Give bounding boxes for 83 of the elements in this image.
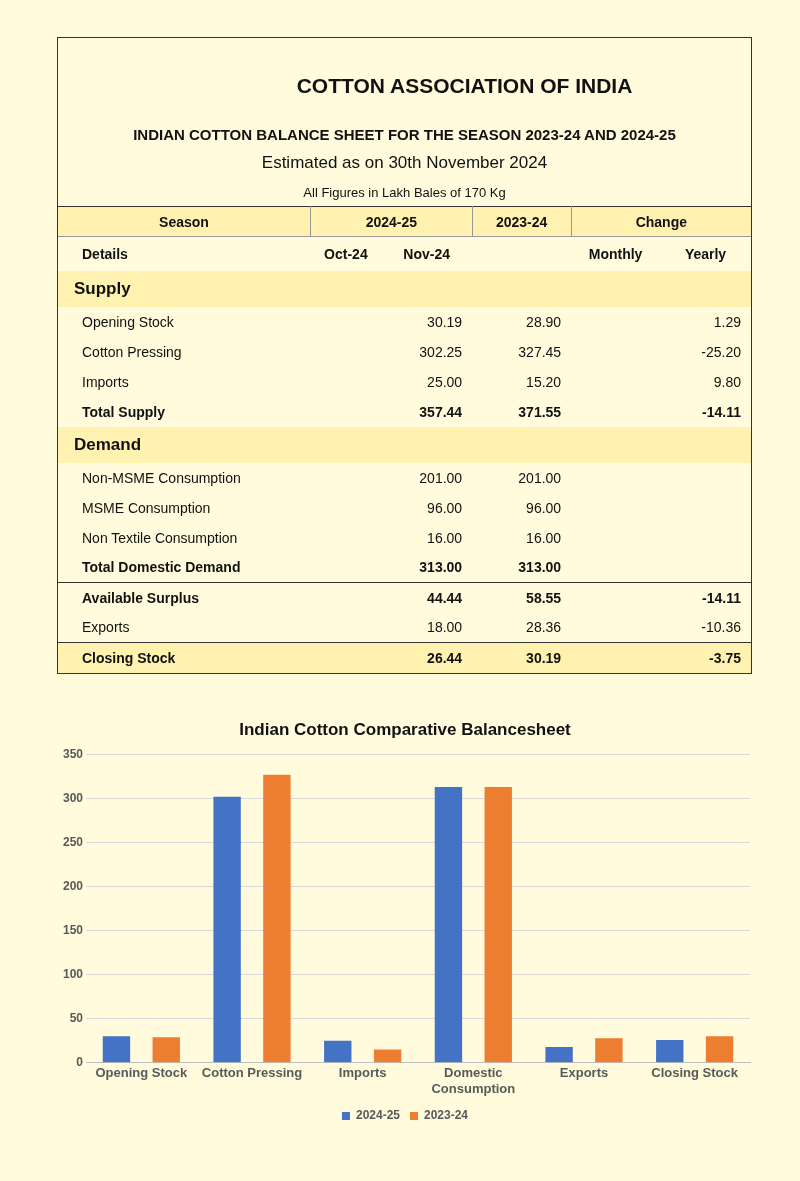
category-label: Oct-24 xyxy=(323,244,369,264)
category-label: Monthly xyxy=(587,244,644,264)
text: 1.29 xyxy=(713,313,741,330)
x-tick-label: Exports xyxy=(559,1065,609,1081)
category-label: Non Textile Consumption xyxy=(82,529,238,546)
x-tick-label: Closing Stock xyxy=(651,1065,739,1081)
bar xyxy=(373,1049,402,1063)
bar xyxy=(595,1038,623,1063)
bar xyxy=(152,1037,180,1063)
x-tick-label: Cotton Pressing xyxy=(201,1065,303,1081)
text: Details xyxy=(81,244,129,264)
bar xyxy=(102,1036,131,1063)
text: -10.36 xyxy=(701,619,741,636)
x-tick-label: Opening Stock xyxy=(95,1065,188,1081)
text: 96.00 xyxy=(526,499,562,516)
text: 9.80 xyxy=(713,373,741,390)
y-tick-label: 350 xyxy=(62,746,84,761)
x-tick-label: Imports xyxy=(338,1065,387,1081)
text: 201.00 xyxy=(419,469,463,486)
category-label: Nov-24 xyxy=(402,244,452,264)
text: 16.00 xyxy=(427,529,463,546)
bar xyxy=(434,787,463,1063)
bar xyxy=(324,1040,352,1063)
text: 96.00 xyxy=(427,499,463,516)
text: All Figures in Lakh Bales of 170 Kg xyxy=(302,185,507,200)
category-label: Cotton Pressing xyxy=(82,343,182,360)
text: 313.00 xyxy=(518,559,562,576)
bar xyxy=(213,796,241,1063)
text: -3.75 xyxy=(709,649,741,666)
category-label: Yearly xyxy=(683,244,728,264)
text: -14.11 xyxy=(702,403,741,420)
category-label: Exports xyxy=(82,619,130,636)
y-tick-label: 150 xyxy=(62,922,84,937)
category-label: Non-MSME Consumption xyxy=(82,469,241,486)
bar xyxy=(656,1039,684,1063)
category-label: Total Domestic Demand xyxy=(82,559,241,576)
text: 2023-24 xyxy=(472,206,572,237)
legend-label: 2023-24 xyxy=(424,1108,469,1123)
y-tick-label: 250 xyxy=(62,834,84,849)
bar xyxy=(705,1036,734,1063)
text: 44.44 xyxy=(427,589,463,606)
bar xyxy=(263,774,291,1063)
bar xyxy=(545,1046,573,1063)
text: 58.55 xyxy=(526,589,562,606)
category-label: MSME Consumption xyxy=(82,499,211,516)
category-label: Imports xyxy=(82,373,129,390)
x-tick-label: Domestic Consumption xyxy=(431,1065,516,1096)
text: 201.00 xyxy=(518,469,562,486)
y-tick-label: 300 xyxy=(62,790,84,805)
text: 18.00 xyxy=(427,619,463,636)
text: INDIAN COTTON BALANCE SHEET FOR THE SEASON 2023-24 AND 2024-25 xyxy=(132,126,677,143)
text: 26.44 xyxy=(427,649,463,666)
text: 28.36 xyxy=(526,619,562,636)
y-tick-label: 100 xyxy=(62,967,84,981)
category-label: Supply xyxy=(74,278,131,298)
text: 302.25 xyxy=(419,343,463,360)
chart-title: Indian Cotton Comparative Balancesheet xyxy=(239,719,572,739)
text: 357.44 xyxy=(419,403,463,420)
y-tick-label: 50 xyxy=(69,1011,84,1026)
text: -14.11 xyxy=(702,589,741,606)
category-label: Closing Stock xyxy=(82,649,176,666)
text: 2024-25 xyxy=(310,206,473,237)
text: 30.19 xyxy=(526,649,562,666)
bar xyxy=(484,787,512,1063)
category-label: Total Supply xyxy=(82,403,165,420)
category-label: Opening Stock xyxy=(82,313,174,330)
text: 30.19 xyxy=(427,313,463,330)
y-tick-label: 200 xyxy=(62,878,84,893)
text: COTTON ASSOCIATION OF INDIA xyxy=(295,73,634,99)
text: 28.90 xyxy=(526,313,562,330)
y-tick-label: 0 xyxy=(76,1055,84,1070)
text: Season xyxy=(58,206,311,237)
text: 15.20 xyxy=(526,373,562,390)
text: 371.55 xyxy=(518,403,562,420)
legend-label: 2024-25 xyxy=(355,1108,401,1123)
text: 313.00 xyxy=(419,559,463,576)
text: 16.00 xyxy=(526,529,562,546)
text: 327.45 xyxy=(518,343,562,360)
text: Estimated as on 30th November 2024 xyxy=(260,153,549,173)
category-label: Demand xyxy=(74,434,142,454)
category-label: Available Surplus xyxy=(82,589,199,606)
text: 25.00 xyxy=(427,373,463,390)
text: -25.20 xyxy=(701,343,741,360)
